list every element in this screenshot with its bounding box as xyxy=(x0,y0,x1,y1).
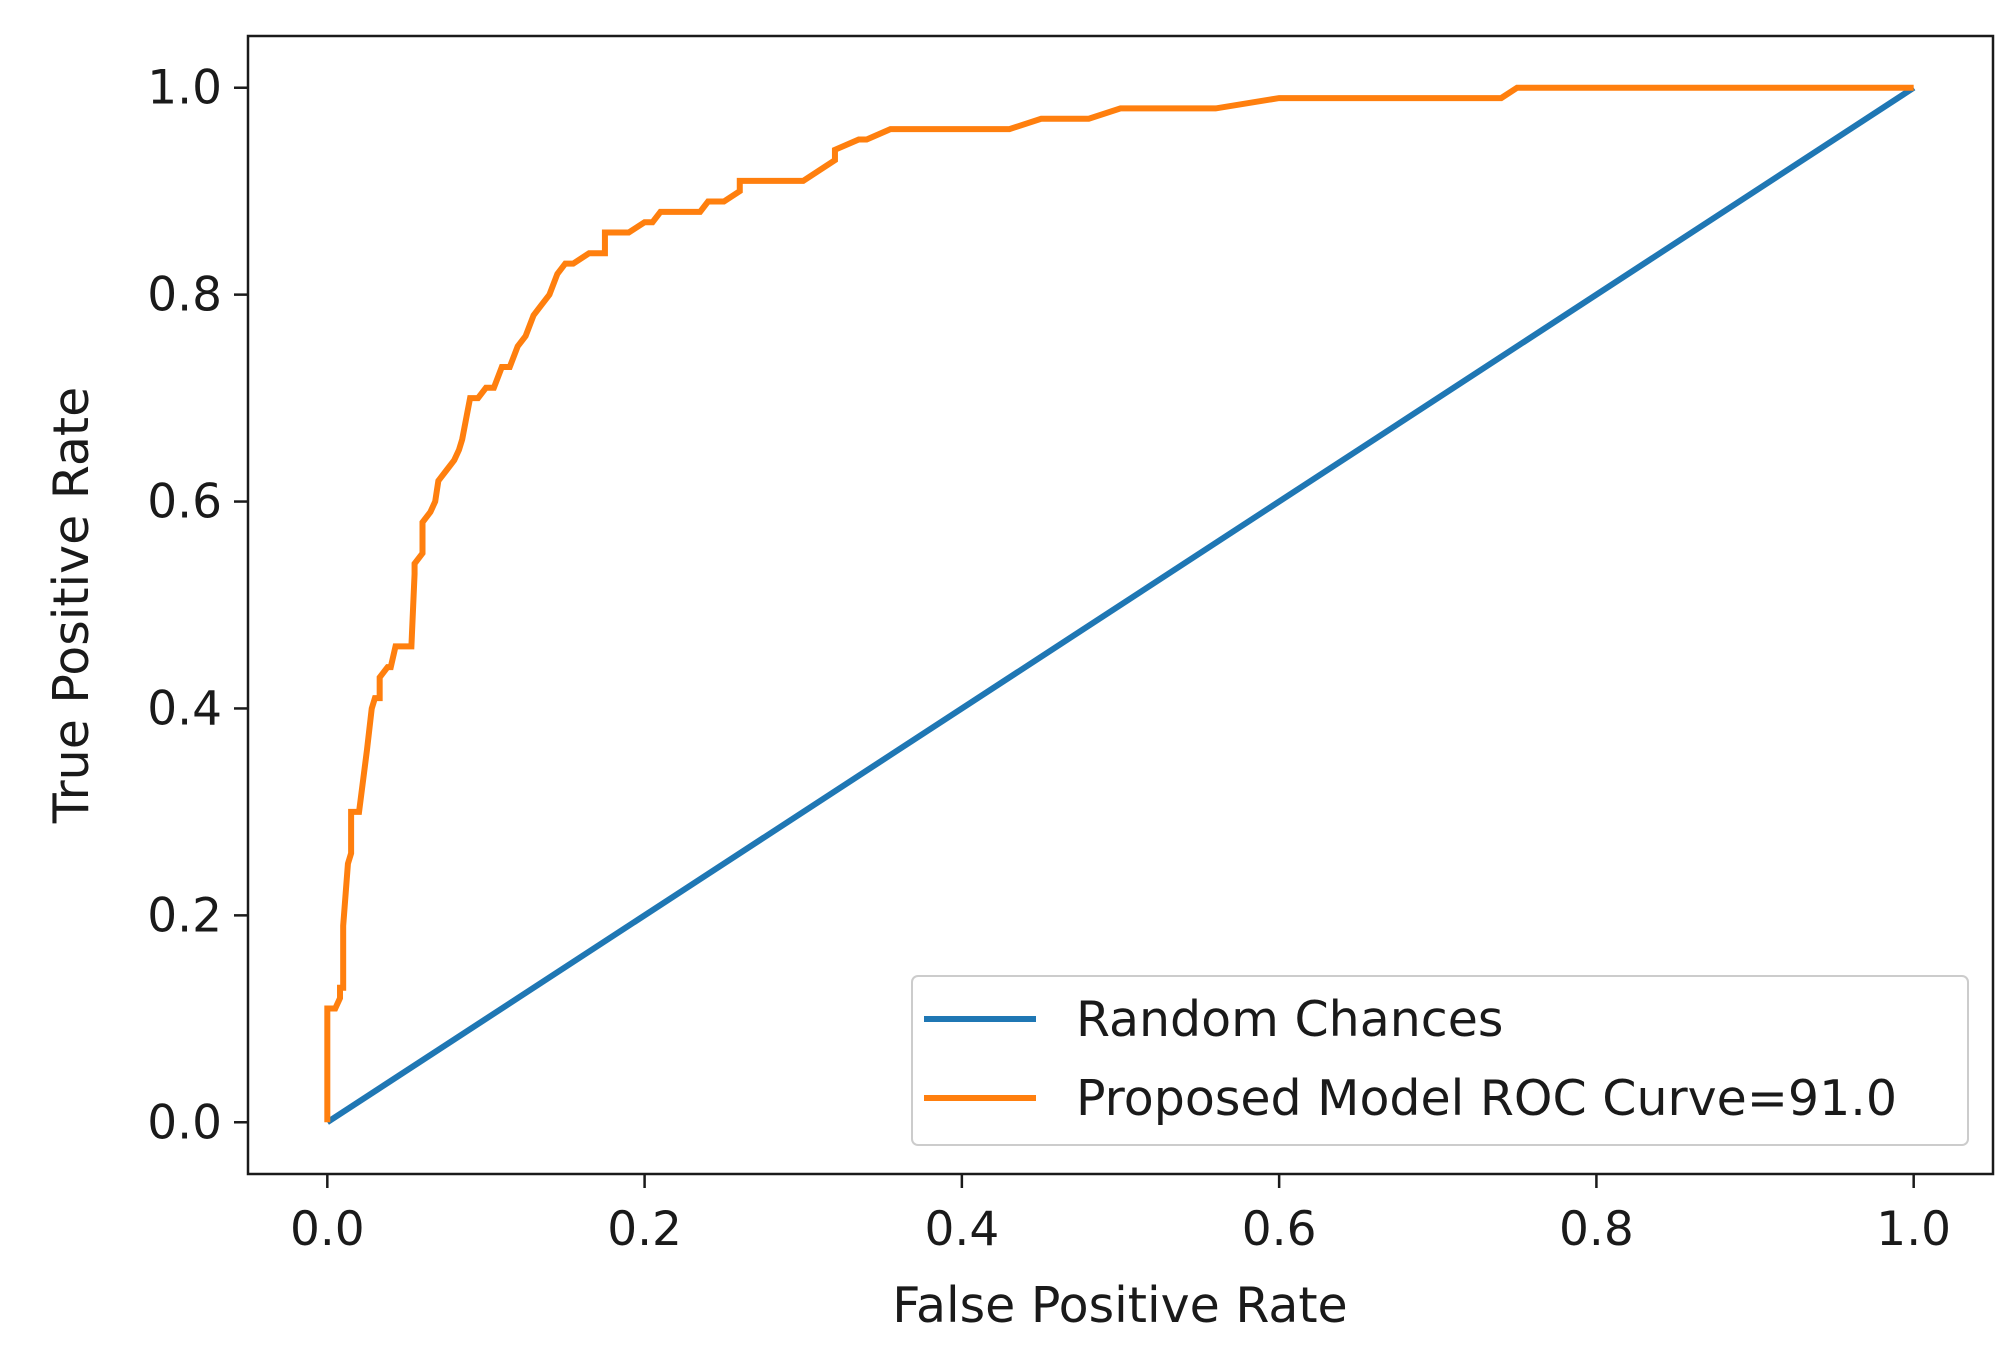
x-tick-label: 0.2 xyxy=(607,1202,682,1257)
x-tick-label: 0.4 xyxy=(924,1202,999,1257)
y-tick-label: 0.2 xyxy=(147,888,222,943)
series-layer xyxy=(324,84,1916,1125)
x-axis-ticks: 0.0 0.2 0.4 0.6 0.8 1.0 xyxy=(290,1174,1951,1257)
x-tick-label: 1.0 xyxy=(1876,1202,1951,1257)
y-tick-label: 0.0 xyxy=(147,1095,222,1150)
x-tick-label: 0.8 xyxy=(1559,1202,1634,1257)
x-tick-label: 0.0 xyxy=(290,1202,365,1257)
y-tick-label: 0.4 xyxy=(147,681,222,736)
y-tick-label: 1.0 xyxy=(147,61,222,116)
legend-label-proposed-model: Proposed Model ROC Curve=91.0 xyxy=(1076,1070,1897,1127)
y-tick-label: 0.8 xyxy=(147,268,222,323)
plot-area-frame xyxy=(246,34,1995,1176)
legend-box xyxy=(911,975,1969,1146)
x-axis-label: False Positive Rate xyxy=(892,1277,1347,1334)
y-axis-ticks: 0.0 0.2 0.4 0.6 0.8 1.0 xyxy=(147,61,248,1150)
y-axis-label: True Positive Rate xyxy=(43,387,100,824)
series-line-random-chances xyxy=(325,85,1916,1125)
series-line-proposed-model xyxy=(324,84,1914,1123)
y-tick-label: 0.6 xyxy=(147,475,222,530)
x-tick-label: 0.6 xyxy=(1242,1202,1317,1257)
legend-label-random-chances: Random Chances xyxy=(1076,991,1503,1048)
legend: Random Chances Proposed Model ROC Curve=… xyxy=(911,975,1969,1146)
